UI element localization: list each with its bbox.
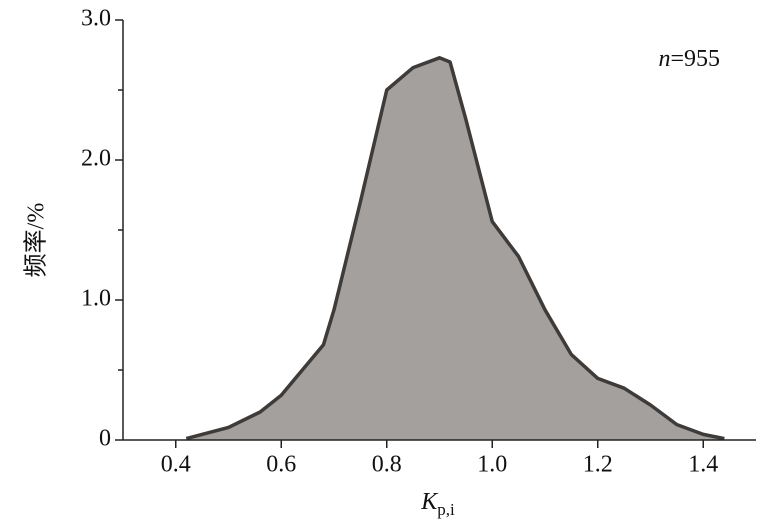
x-tick-label: 1.2 xyxy=(583,452,613,478)
x-tick-label: 1.0 xyxy=(477,452,507,478)
y-tick-label: 3.0 xyxy=(81,6,111,32)
x-tick-label: 0.6 xyxy=(266,452,296,478)
x-tick-label: 0.4 xyxy=(161,452,191,478)
x-tick-label: 0.8 xyxy=(372,452,402,478)
annotation-text: =955 xyxy=(670,46,720,72)
area-fill xyxy=(186,57,725,441)
y-tick-label: 2.0 xyxy=(81,146,111,172)
x-axis-label: Kp,i xyxy=(420,489,455,519)
x-label-main: K xyxy=(420,489,439,515)
annotation: n=955 xyxy=(658,46,720,72)
annotation-variable: n xyxy=(658,46,670,72)
y-tick-label: 0 xyxy=(99,426,111,452)
density-line xyxy=(185,56,725,441)
y-axis-label: 频率/% xyxy=(23,203,50,278)
x-tick-label: 1.4 xyxy=(688,452,718,478)
y-tick-label: 1.0 xyxy=(81,286,111,312)
x-label-subscript: p,i xyxy=(437,500,455,519)
